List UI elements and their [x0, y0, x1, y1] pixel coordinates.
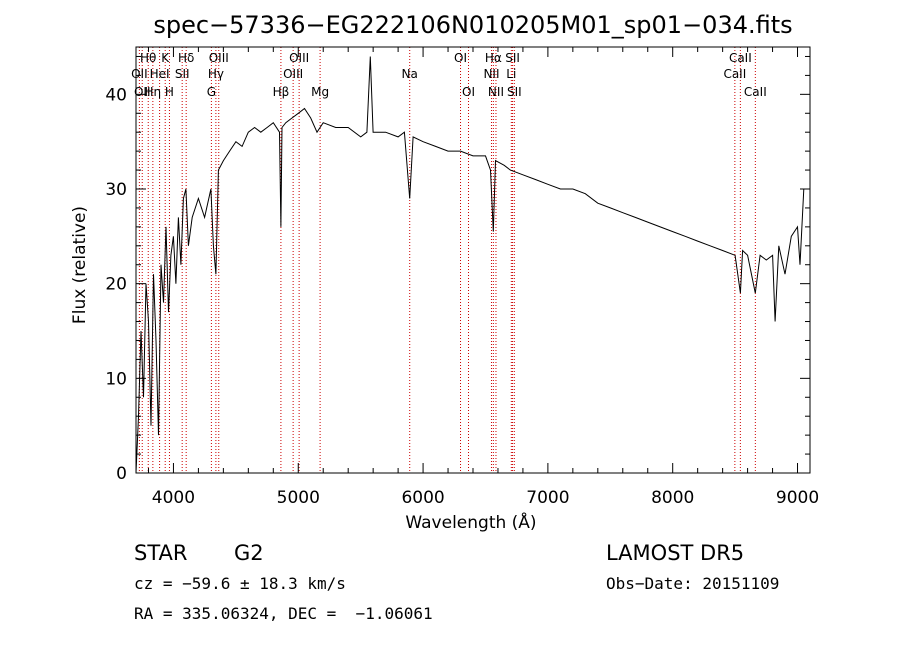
x-tick-label: 7000 [526, 488, 569, 508]
spectral-line-label: CaII [729, 51, 752, 65]
x-axis-ticks: 4000 5000 6000 7000 8000 9000 [147, 47, 819, 508]
spectral-line-label: Hγ [208, 67, 224, 81]
spectral-line-label: Hθ [140, 51, 156, 65]
spectral-line-label: K [161, 51, 170, 65]
spectral-line-label: Hα [485, 51, 502, 65]
coordinates: RA = 335.06324, DEC = −1.06061 [134, 604, 433, 623]
chart-title: spec−57336−EG222106N010205M01_sp01−034.f… [153, 11, 792, 39]
spectral-line-label: OIII [283, 67, 303, 81]
spectral-line-label: NII [488, 85, 504, 99]
spectral-line-label: CaII [723, 67, 746, 81]
redshift-velocity: cz = −59.6 ± 18.3 km/s [134, 574, 346, 593]
spectral-line-markers [138, 47, 756, 473]
spectral-line-label: OII [134, 85, 151, 99]
spectral-line-label: OIII [209, 51, 229, 65]
x-tick-label: 6000 [401, 488, 444, 508]
spectral-line-label: CaII [744, 85, 767, 99]
spectrum-series-line [135, 56, 805, 474]
y-tick-label: 10 [105, 369, 127, 389]
spectral-line-label: SII [175, 67, 190, 81]
object-class: STAR [134, 541, 188, 565]
y-tick-label: 30 [105, 180, 127, 200]
spectral-line-label: Li [506, 67, 516, 81]
spectral-line-label: Na [402, 67, 418, 81]
y-tick-label: 40 [105, 85, 127, 105]
spectral-line-label: Hδ [178, 51, 194, 65]
spectral-line-label: OI [454, 51, 467, 65]
survey-name: LAMOST DR5 [606, 541, 745, 565]
y-tick-label: 20 [105, 275, 127, 295]
spectral-line-label: SII [507, 85, 522, 99]
spectral-line-label: Hη [145, 85, 162, 99]
spectral-line-label: OIII [289, 51, 309, 65]
spectral-line-label: HeI [150, 67, 170, 81]
x-axis-label: Wavelength (Å) [405, 511, 536, 533]
spectral-line-label: OII [131, 67, 148, 81]
y-tick-label: 0 [116, 464, 127, 484]
y-axis-label: Flux (relative) [70, 206, 90, 324]
spectral-line-label: Hβ [273, 85, 290, 99]
y-axis-ticks: 0 10 20 30 40 [105, 55, 810, 484]
plot-frame [135, 46, 811, 474]
spectral-line-label: Mg [311, 85, 329, 99]
subclass: G2 [234, 541, 264, 565]
spectral-line-labels: OIIOIIHθHηHeIKHSIIHδGHγOIIIHβOIIIOIIIMgN… [131, 51, 767, 99]
x-tick-label: 8000 [651, 488, 694, 508]
spectral-line-label: OI [462, 85, 475, 99]
x-tick-label: 4000 [152, 488, 195, 508]
x-tick-label: 5000 [277, 488, 320, 508]
spectral-line-label: SII [505, 51, 520, 65]
observation-date: Obs−Date: 20151109 [606, 574, 780, 593]
spectral-line-label: NII [483, 67, 499, 81]
x-tick-label: 9000 [776, 488, 819, 508]
spectral-line-label: G [207, 85, 216, 99]
spectral-line-label: H [165, 85, 174, 99]
